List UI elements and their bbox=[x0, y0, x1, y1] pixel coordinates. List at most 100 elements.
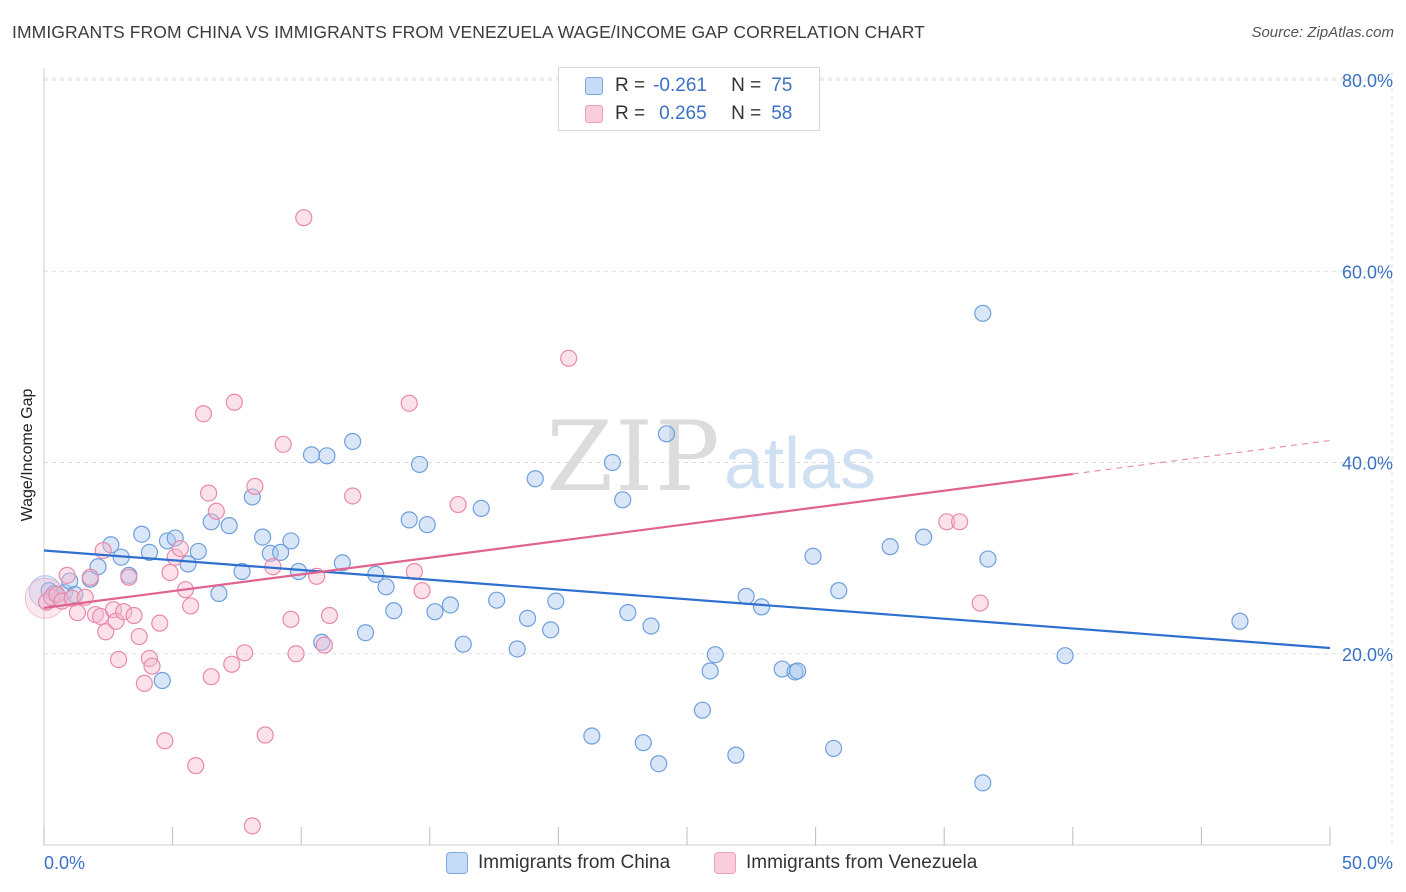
venezuela-point-22 bbox=[143, 657, 161, 675]
venezuela-point-56 bbox=[951, 513, 969, 531]
china-point-70 bbox=[881, 538, 899, 556]
china-point-37 bbox=[400, 511, 418, 529]
bottom-legend-swatch-china bbox=[446, 852, 468, 874]
china-point-63 bbox=[752, 598, 771, 616]
watermark-zip: ZIP bbox=[546, 401, 721, 513]
venezuela-series bbox=[24, 209, 989, 835]
venezuela-point-29 bbox=[182, 597, 200, 615]
venezuela-point-39 bbox=[246, 477, 264, 496]
legend-swatch-venezuela bbox=[585, 105, 603, 123]
venezuela-point-40 bbox=[256, 726, 274, 744]
x-tick-label-max: 50.0% bbox=[1342, 853, 1393, 873]
china-point-67 bbox=[804, 547, 822, 565]
china-point-56 bbox=[650, 755, 668, 773]
china-point-40 bbox=[426, 603, 444, 621]
china-point-72 bbox=[974, 774, 992, 792]
china-point-51 bbox=[603, 453, 622, 472]
china-point-19 bbox=[210, 584, 228, 603]
legend-n-label: N = bbox=[731, 103, 762, 124]
china-point-52 bbox=[614, 491, 632, 509]
y-tick-label: 60.0% bbox=[1342, 262, 1393, 282]
venezuela-point-24 bbox=[156, 732, 174, 750]
china-point-22 bbox=[243, 488, 261, 506]
china-point-35 bbox=[377, 578, 395, 596]
china-point-26 bbox=[282, 532, 300, 550]
china-point-39 bbox=[418, 516, 436, 534]
venezuela-point-23 bbox=[151, 614, 169, 632]
watermark: ZIP atlas bbox=[546, 401, 876, 513]
china-series bbox=[28, 304, 1249, 792]
china-point-68 bbox=[825, 739, 843, 758]
venezuela-point-16 bbox=[115, 603, 133, 621]
china-point-71 bbox=[915, 528, 933, 546]
venezuela-point-33 bbox=[202, 668, 220, 686]
china-point-69 bbox=[830, 582, 848, 600]
china-point-73 bbox=[974, 304, 992, 322]
bottom-legend-china: Immigrants from China bbox=[446, 852, 670, 874]
china-point-62 bbox=[737, 587, 755, 605]
china-point-28 bbox=[302, 446, 321, 464]
y-tick-label: 40.0% bbox=[1342, 454, 1393, 474]
tick-labels: 20.0% 40.0% 60.0% 80.0% 0.0% 50.0% bbox=[44, 71, 1393, 873]
venezuela-point-49 bbox=[344, 487, 362, 505]
y-tick-label: 20.0% bbox=[1342, 645, 1393, 665]
venezuela-point-57 bbox=[971, 594, 989, 612]
china-point-29 bbox=[313, 633, 331, 651]
venezuela-point-54 bbox=[560, 349, 578, 367]
chart-title: IMMIGRANTS FROM CHINA VS IMMIGRANTS FROM… bbox=[12, 22, 925, 42]
venezuela-point-55 bbox=[938, 513, 956, 531]
china-point-30 bbox=[318, 447, 336, 465]
axes bbox=[43, 68, 1331, 846]
venezuela-point-48 bbox=[320, 606, 339, 625]
venezuela-point-4 bbox=[58, 566, 76, 584]
china-point-18 bbox=[202, 513, 220, 531]
china-point-27 bbox=[290, 562, 308, 581]
venezuela-point-50 bbox=[400, 394, 418, 412]
venezuela-point-37 bbox=[236, 644, 254, 662]
x-tick-label-min: 0.0% bbox=[44, 853, 85, 873]
china-point-54 bbox=[634, 734, 652, 752]
venezuela-point-19 bbox=[130, 627, 148, 646]
china-point-41 bbox=[441, 596, 459, 614]
venezuela-point-1 bbox=[43, 588, 61, 606]
legend-n-value-venezuela: 58 bbox=[771, 103, 793, 124]
china-point-36 bbox=[385, 602, 403, 620]
venezuela-point-30 bbox=[187, 757, 205, 775]
venezuela-point-53 bbox=[449, 495, 467, 514]
china-point-60 bbox=[706, 646, 724, 664]
china-trend-line bbox=[43, 549, 1331, 650]
china-point-55 bbox=[642, 617, 660, 635]
venezuela-point-18 bbox=[125, 606, 143, 625]
legend-r-label: R = bbox=[615, 75, 646, 96]
china-point-75 bbox=[1056, 647, 1074, 665]
legend-n-label: N = bbox=[731, 75, 762, 96]
venezuela-trend-line bbox=[43, 472, 1073, 609]
watermark-atlas: atlas bbox=[724, 424, 876, 504]
legend-r-value-china: -0.261 bbox=[653, 75, 707, 96]
china-point-38 bbox=[410, 455, 429, 474]
grid-lines bbox=[44, 72, 1393, 845]
china-point-48 bbox=[542, 621, 560, 639]
bottom-legend-label-venezuela: Immigrants from Venezuela bbox=[746, 852, 978, 873]
china-point-49 bbox=[547, 592, 565, 610]
venezuela-point-27 bbox=[171, 539, 189, 558]
venezuela-point-36 bbox=[225, 393, 243, 411]
venezuela-point-25 bbox=[161, 563, 179, 582]
china-point-17 bbox=[189, 542, 207, 561]
venezuela-cluster-point bbox=[24, 577, 66, 619]
china-point-20 bbox=[220, 517, 238, 535]
legend-row-china: R = -0.261 N = 75 bbox=[585, 74, 792, 98]
legend-row-venezuela: R = 0.265 N = 58 bbox=[585, 102, 792, 126]
china-point-23 bbox=[254, 528, 272, 546]
bottom-legend-label-china: Immigrants from China bbox=[478, 852, 671, 873]
legend-r-label: R = bbox=[615, 103, 646, 124]
china-point-76 bbox=[1231, 612, 1249, 630]
china-point-66 bbox=[788, 662, 807, 680]
china-point-12 bbox=[140, 543, 159, 561]
legend-n-value-china: 75 bbox=[771, 75, 793, 96]
venezuela-point-38 bbox=[243, 817, 261, 835]
china-point-31 bbox=[333, 554, 351, 572]
venezuela-point-32 bbox=[200, 484, 218, 502]
venezuela-point-44 bbox=[287, 645, 305, 663]
